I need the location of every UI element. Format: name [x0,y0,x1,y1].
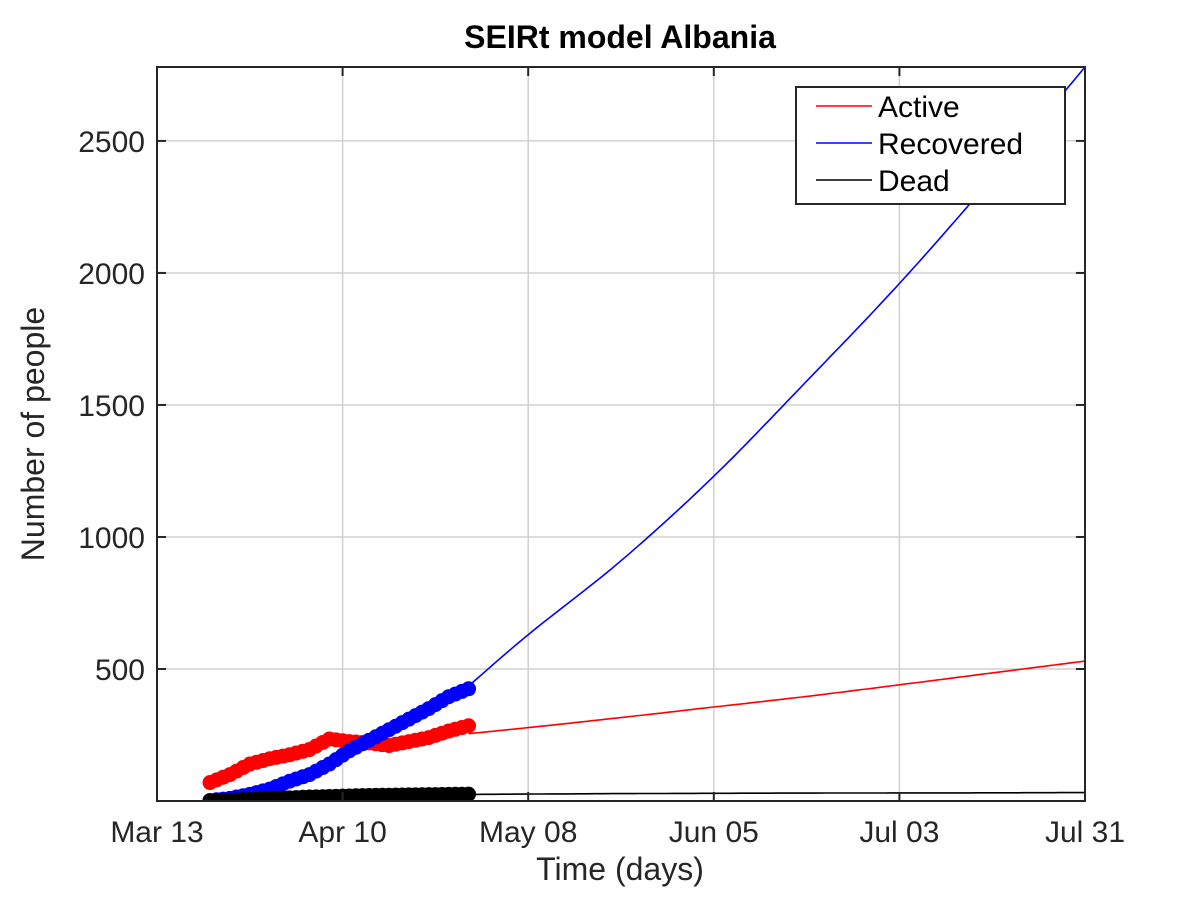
y-tick-label: 2000 [78,258,145,291]
y-axis-ticks: 500 1000 1500 2000 2500 [78,126,1085,687]
x-axis-label: Time (days) [536,851,704,887]
y-tick-label: 500 [95,654,145,687]
x-tick-label: Mar 13 [110,816,203,849]
x-tick-label: Jun 05 [669,816,759,849]
y-tick-label: 1500 [78,390,145,423]
legend-label-active: Active [878,91,960,124]
legend-label-dead: Dead [878,165,950,198]
x-axis-ticks: Mar 13 Apr 10 May 08 Jun 05 Jul 03 Jul 31 [110,67,1125,849]
active-model-line [468,660,1085,735]
recovered-data-markers [202,681,477,801]
y-tick-label: 1000 [78,522,145,555]
x-tick-label: May 08 [479,816,577,849]
x-tick-label: Jul 03 [859,816,939,849]
active-data-point [461,718,477,734]
dead-data-point [461,786,477,801]
axes-box [156,66,1086,802]
chart-title: SEIRt model Albania [464,19,776,55]
recovered-data-point [461,681,477,697]
legend: Active Recovered Dead [795,86,1066,205]
y-tick-label: 2500 [78,126,145,159]
plot-area [202,67,1085,801]
y-axis-label: Number of people [15,307,51,561]
legend-label-recovered: Recovered [878,128,1023,161]
dead-data-markers [202,786,477,801]
dead-model-line [468,791,1085,796]
x-tick-label: Apr 10 [298,816,386,849]
x-tick-label: Jul 31 [1045,816,1125,849]
